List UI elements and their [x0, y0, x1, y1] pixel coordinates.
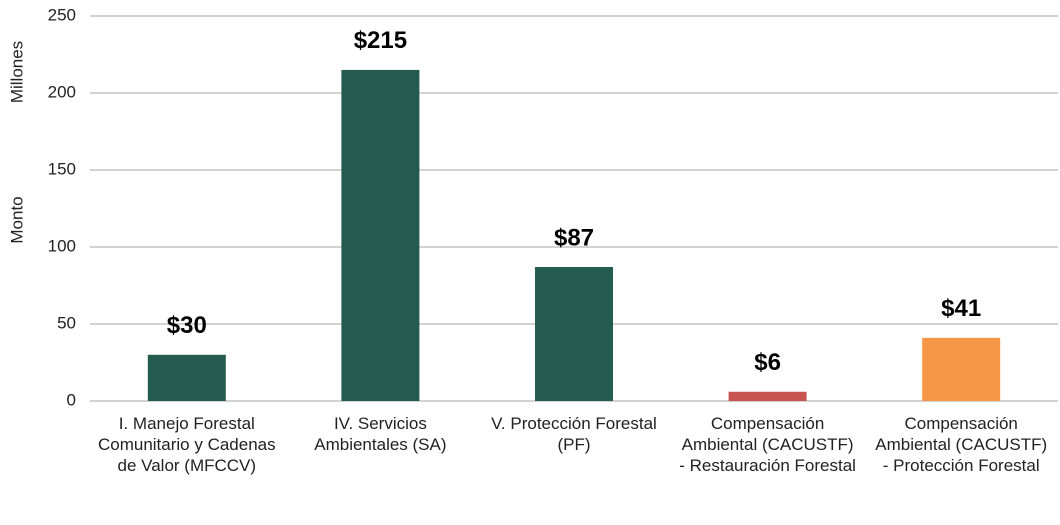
x-tick-label-line: Comunitario y Cadenas — [98, 435, 276, 454]
x-tick-label-line: (PF) — [557, 435, 590, 454]
y-tick-label: 0 — [67, 390, 76, 409]
value-label: $30 — [167, 312, 207, 339]
x-tick-label-line: Ambientales (SA) — [314, 435, 446, 454]
x-tick-label: Compensación Ambiental (CACUSTF) - Protecc… — [875, 414, 1047, 475]
value-label: $41 — [941, 295, 981, 322]
x-tick-label-line: Ambiental (CACUSTF) — [682, 435, 854, 454]
x-tick-label-line: de Valor (MFCCV) — [118, 456, 257, 475]
bar — [147, 354, 226, 401]
bar — [728, 391, 807, 401]
x-tick-label-line: Compensación — [904, 414, 1017, 433]
y-axis-unit: Millones — [7, 41, 26, 103]
bar — [535, 267, 613, 401]
y-tick-label: 250 — [48, 5, 76, 24]
value-label: $87 — [554, 224, 594, 251]
y-tick-label: 200 — [48, 82, 76, 101]
y-tick-label: 100 — [48, 236, 76, 255]
x-tick-label-line: - Protección Forestal — [883, 456, 1040, 475]
x-tick-label: I. Manejo Forestal Comunitario y Cadenas d… — [98, 414, 276, 475]
y-tick-label: 50 — [57, 313, 76, 332]
x-tick-label: V. Protección Forestal (PF) — [491, 414, 657, 454]
value-label: $6 — [754, 349, 781, 376]
x-tick-label-line: V. Protección Forestal — [491, 414, 657, 433]
x-tick-label-line: - Restauración Forestal — [679, 456, 856, 475]
value-label: $215 — [354, 27, 407, 54]
x-tick-label-line: IV. Servicios — [334, 414, 427, 433]
x-tick-label-line: Compensación — [711, 414, 824, 433]
y-axis-label: Monto — [7, 196, 26, 243]
x-tick-label-line: Ambiental (CACUSTF) — [875, 435, 1047, 454]
x-tick-label: Compensación Ambiental (CACUSTF) - Restaur… — [679, 414, 856, 475]
y-tick-label: 150 — [48, 159, 76, 178]
bar — [341, 69, 420, 402]
x-tick-label: IV. Servicios Ambientales (SA) — [314, 414, 446, 454]
x-tick-label-line: I. Manejo Forestal — [119, 414, 255, 433]
bar — [922, 337, 1001, 401]
